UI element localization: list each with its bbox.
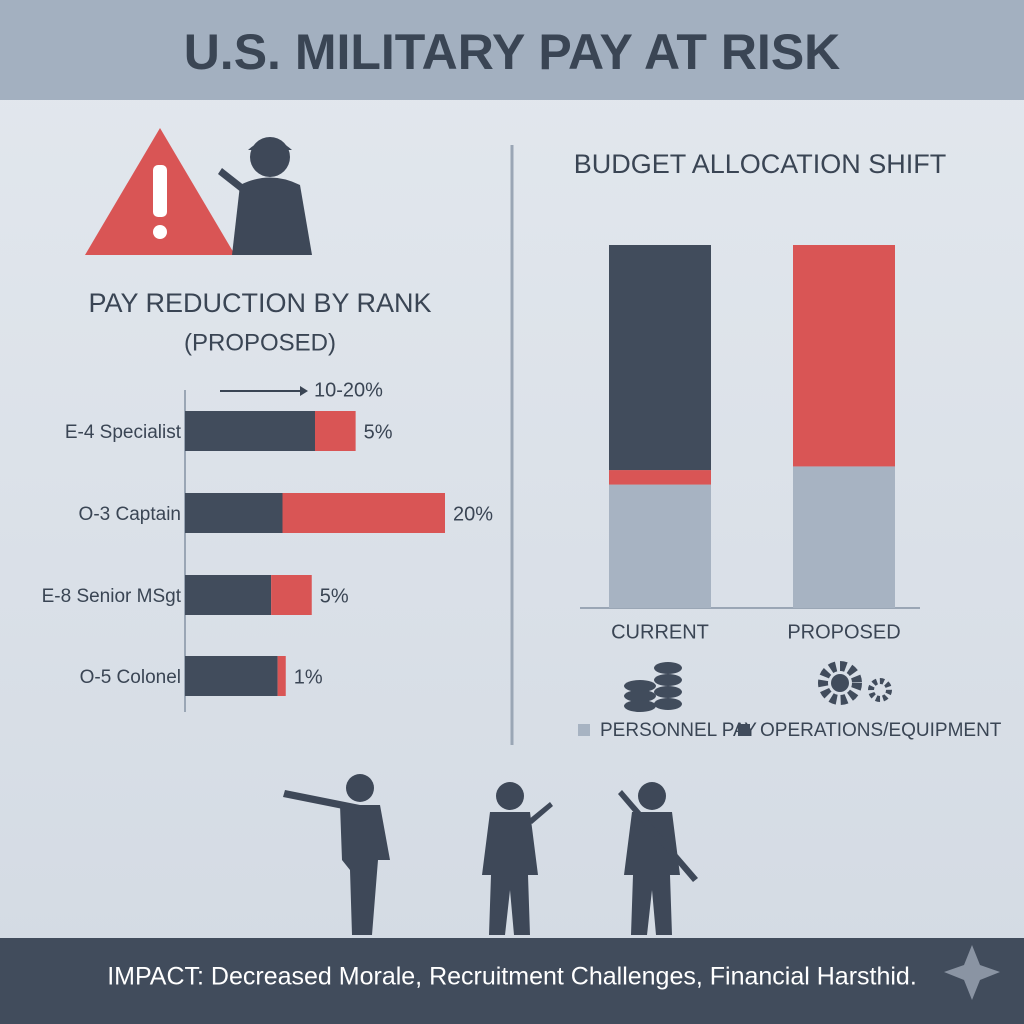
bar-segment <box>185 656 278 696</box>
coins-icon <box>624 662 682 712</box>
chart-title: BUDGET ALLOCATION SHIFT <box>574 149 947 179</box>
bar-segment <box>793 245 895 467</box>
footer-band <box>0 938 1024 1024</box>
value-label: 5% <box>320 585 349 607</box>
category-label: O-5 Colonel <box>80 667 181 688</box>
page-title: U.S. MILITARY PAY AT RISK <box>184 24 841 80</box>
bar-segment <box>609 484 711 608</box>
bar-segment <box>793 466 895 608</box>
value-label: 1% <box>294 666 323 688</box>
bar-segment <box>609 245 711 471</box>
bar-segment <box>271 575 312 615</box>
soldier-icon <box>218 137 312 255</box>
warning-dot <box>153 225 167 239</box>
warning-mark <box>153 165 167 217</box>
bar-segment <box>185 575 272 615</box>
legend-label: OPERATIONS/EQUIPMENT <box>760 720 1002 741</box>
legend-swatch <box>578 724 590 736</box>
bar-segment <box>609 470 711 485</box>
category-label: E-4 Specialist <box>65 422 182 443</box>
sparkle <box>944 945 1000 1000</box>
legend-label: PERSONNEL PAY <box>600 720 757 741</box>
x-tick-label: CURRENT <box>611 621 709 643</box>
bar-segment <box>185 411 315 451</box>
chart-subtitle: (PROPOSED) <box>184 329 336 356</box>
bar-segment <box>185 493 283 533</box>
category-label: E-8 Senior MSgt <box>42 586 182 607</box>
header-band <box>0 0 1024 100</box>
chart-title: PAY REDUCTION BY RANK <box>88 288 431 318</box>
bar-segment <box>315 411 356 451</box>
value-label: 5% <box>364 421 393 443</box>
annotation-arrowhead <box>300 386 308 396</box>
category-label: O-3 Captain <box>79 504 181 525</box>
soldier-silhouettes <box>283 774 698 935</box>
bar-segment <box>277 656 286 696</box>
footer-text: IMPACT: Decreased Morale, Recruitment Ch… <box>107 963 917 991</box>
bar-segment <box>282 493 445 533</box>
legend-swatch <box>738 724 750 736</box>
value-label: 20% <box>453 503 493 525</box>
gears-icon <box>818 661 892 705</box>
x-tick-label: PROPOSED <box>787 621 900 643</box>
annotation: 10-20% <box>314 379 383 401</box>
